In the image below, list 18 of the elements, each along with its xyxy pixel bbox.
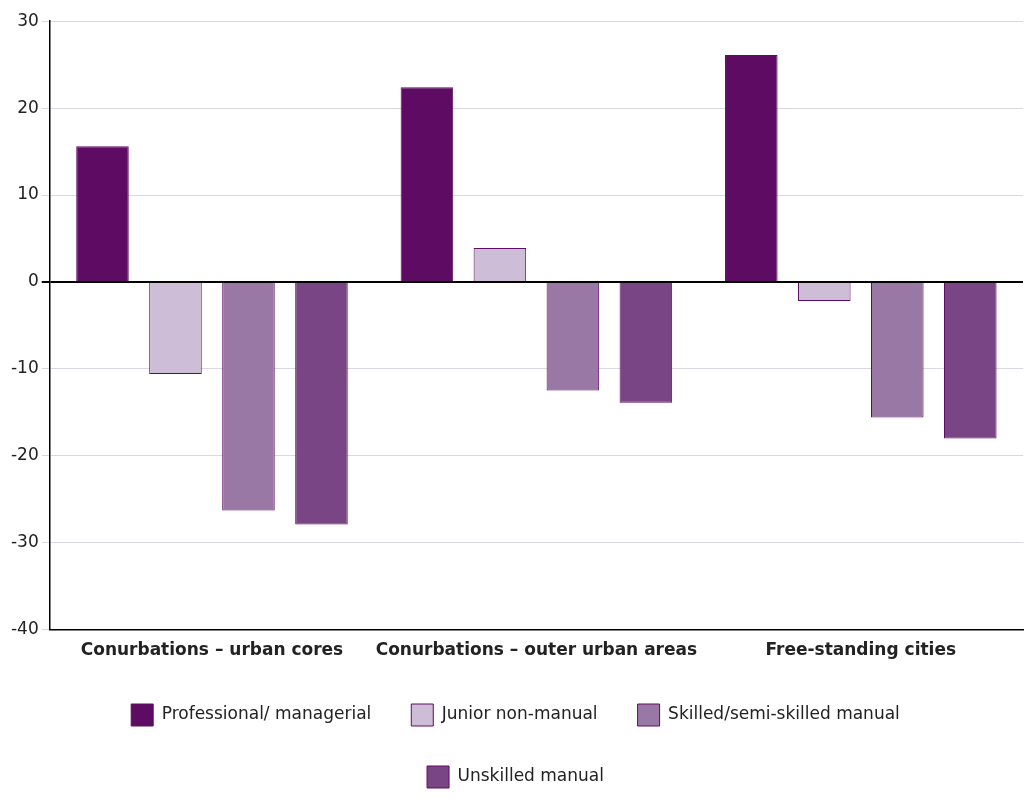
y-tick-label: 20 [17, 96, 39, 117]
legend-label: Professional/ managerial [161, 703, 372, 724]
x-tick-label: Conurbations – urban cores [80, 639, 344, 660]
bar [725, 55, 778, 281]
y-tick-label: -40 [10, 618, 39, 639]
bar [76, 146, 129, 281]
legend-label: Junior non-manual [440, 703, 598, 724]
y-tick-label: -20 [10, 444, 39, 465]
y-tick-label: 10 [17, 183, 39, 204]
y-tick-label: -30 [10, 531, 39, 552]
legend-label: Unskilled manual [457, 765, 604, 786]
bar [400, 87, 454, 281]
x-tick-label: Conurbations – outer urban areas [375, 639, 698, 660]
y-tick-label: 0 [27, 270, 39, 291]
y-tick-label: -10 [10, 357, 39, 378]
legend-label: Skilled/semi-skilled manual [668, 703, 900, 724]
x-tick-label: Free-standing cities [765, 639, 957, 660]
y-tick-label: 30 [17, 9, 39, 30]
